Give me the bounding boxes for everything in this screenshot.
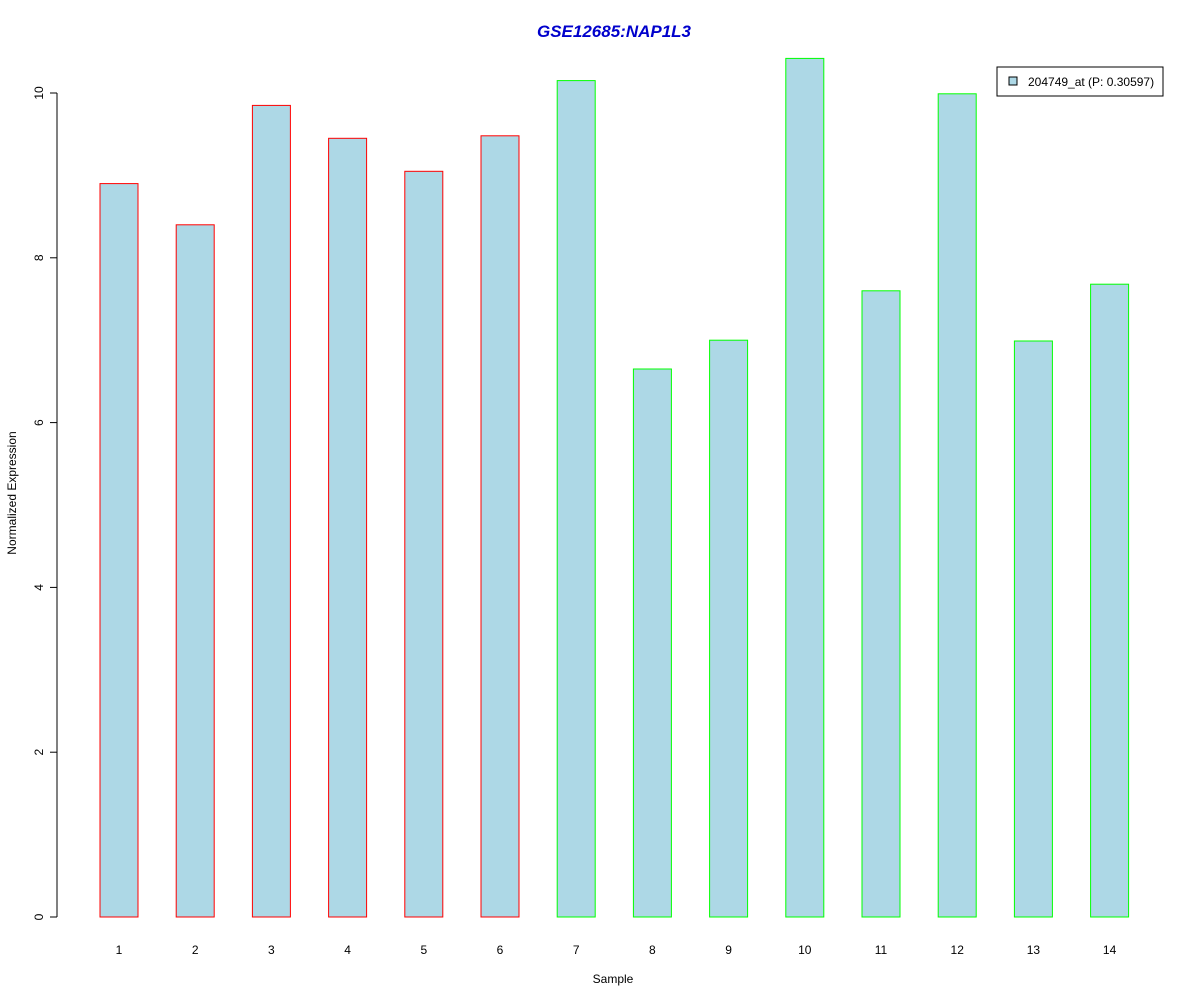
y-tick-label: 2 <box>32 749 46 756</box>
y-tick-label: 0 <box>32 913 46 920</box>
x-tick-label: 13 <box>1027 943 1041 957</box>
bar-sample-13 <box>1013 340 1053 918</box>
bars-group <box>99 57 1130 918</box>
bar-sample-5 <box>404 170 444 918</box>
chart-title: GSE12685:NAP1L3 <box>537 22 692 41</box>
bar-sample-9 <box>709 339 749 918</box>
bar-sample-7 <box>556 80 596 918</box>
bar-sample-14 <box>1090 283 1130 918</box>
legend-label: 204749_at (P: 0.30597) <box>1028 75 1154 89</box>
y-axis-label: Normalized Expression <box>5 431 19 554</box>
bar-sample-3 <box>251 104 291 918</box>
x-axis-label: Sample <box>593 972 634 986</box>
x-tick-label: 9 <box>725 943 732 957</box>
y-tick-label: 6 <box>32 419 46 426</box>
x-tick-label: 8 <box>649 943 656 957</box>
x-tick-label: 3 <box>268 943 275 957</box>
bar-sample-8 <box>632 368 672 918</box>
x-tick-label: 4 <box>344 943 351 957</box>
bar-sample-6 <box>480 135 520 918</box>
x-tick-label: 5 <box>420 943 427 957</box>
x-tick-label: 14 <box>1103 943 1117 957</box>
x-tick-label: 10 <box>798 943 812 957</box>
y-axis: 0 2 4 6 8 10 <box>32 86 58 920</box>
x-tick-label: 11 <box>875 943 888 957</box>
bar-sample-1 <box>99 183 139 918</box>
x-tick-label: 1 <box>116 943 123 957</box>
x-tick-label: 12 <box>951 943 965 957</box>
y-tick-label: 8 <box>32 254 46 261</box>
bar-sample-11 <box>861 290 901 918</box>
y-tick-label: 10 <box>32 86 46 100</box>
x-tick-label: 2 <box>192 943 199 957</box>
bar-sample-10 <box>785 57 825 918</box>
legend: 204749_at (P: 0.30597) <box>996 66 1164 97</box>
x-tick-label: 7 <box>573 943 580 957</box>
y-tick-label: 4 <box>32 584 46 591</box>
bar-sample-4 <box>328 137 368 918</box>
legend-swatch <box>1008 76 1018 86</box>
bar-sample-2 <box>175 224 215 918</box>
x-tick-labels: 1 2 3 4 5 6 7 8 9 10 11 12 13 14 <box>116 943 1117 957</box>
x-tick-label: 6 <box>497 943 504 957</box>
bar-sample-12 <box>937 93 977 918</box>
legend-box <box>996 66 1164 97</box>
